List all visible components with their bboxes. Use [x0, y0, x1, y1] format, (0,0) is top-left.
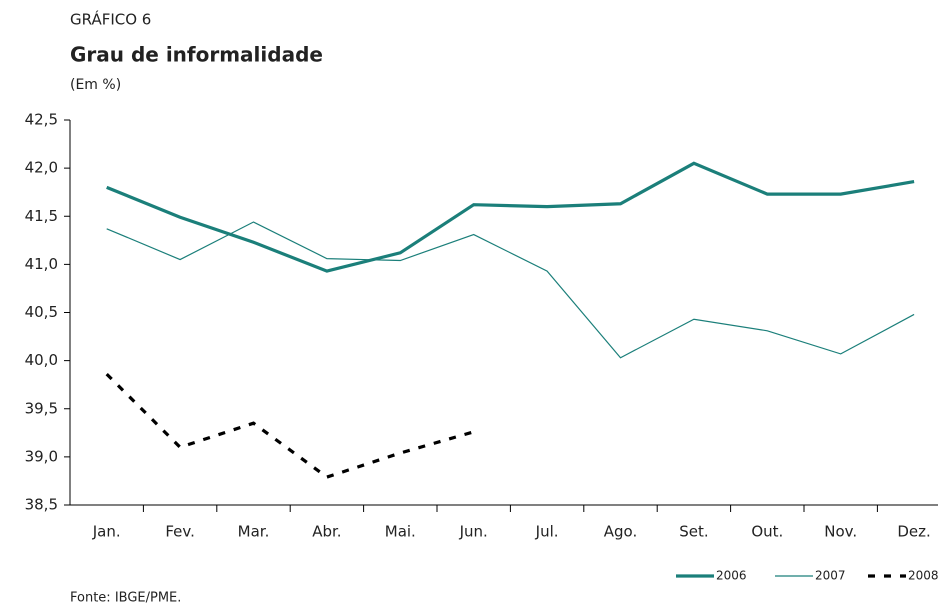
y-tick-label: 39,0: [25, 447, 58, 465]
series-line: [105, 372, 475, 479]
x-tick-label: Jan.: [92, 523, 121, 541]
source: Fonte: IBGE/PME.: [70, 591, 181, 604]
y-tick-label: 38,5: [25, 496, 58, 514]
x-tick-label: Dez.: [897, 523, 930, 541]
y-tick-label: 42,5: [25, 111, 58, 129]
x-tick-label: Fev.: [165, 523, 195, 541]
y-tick-label: 40,5: [25, 303, 58, 321]
y-tick-label: 41,5: [25, 207, 58, 225]
x-tick-label: Nov.: [824, 523, 857, 541]
legend-label: 2007: [815, 569, 846, 583]
chart-subtitle: (Em %): [70, 77, 121, 93]
series-line: [106, 221, 915, 359]
legend-label: 2006: [716, 569, 747, 583]
series-line: [106, 161, 915, 273]
x-tick-label: Abr.: [312, 523, 341, 541]
y-tick-label: 39,5: [25, 399, 58, 417]
x-tick-label: Set.: [679, 523, 708, 541]
chart-title: Grau de informalidade: [70, 43, 323, 67]
x-tick-label: Jun.: [459, 523, 488, 541]
x-tick-label: Jul.: [535, 523, 559, 541]
x-tick-label: Out.: [751, 523, 783, 541]
y-tick-label: 40,0: [25, 351, 58, 369]
y-tick-label: 41,0: [25, 255, 58, 273]
x-tick-label: Mai.: [385, 523, 416, 541]
x-tick-label: Mar.: [238, 523, 270, 541]
legend-label: 2008: [908, 569, 939, 583]
chart-label: GRÁFICO 6: [70, 10, 151, 29]
y-tick-label: 42,0: [25, 159, 58, 177]
x-tick-label: Ago.: [604, 523, 637, 541]
